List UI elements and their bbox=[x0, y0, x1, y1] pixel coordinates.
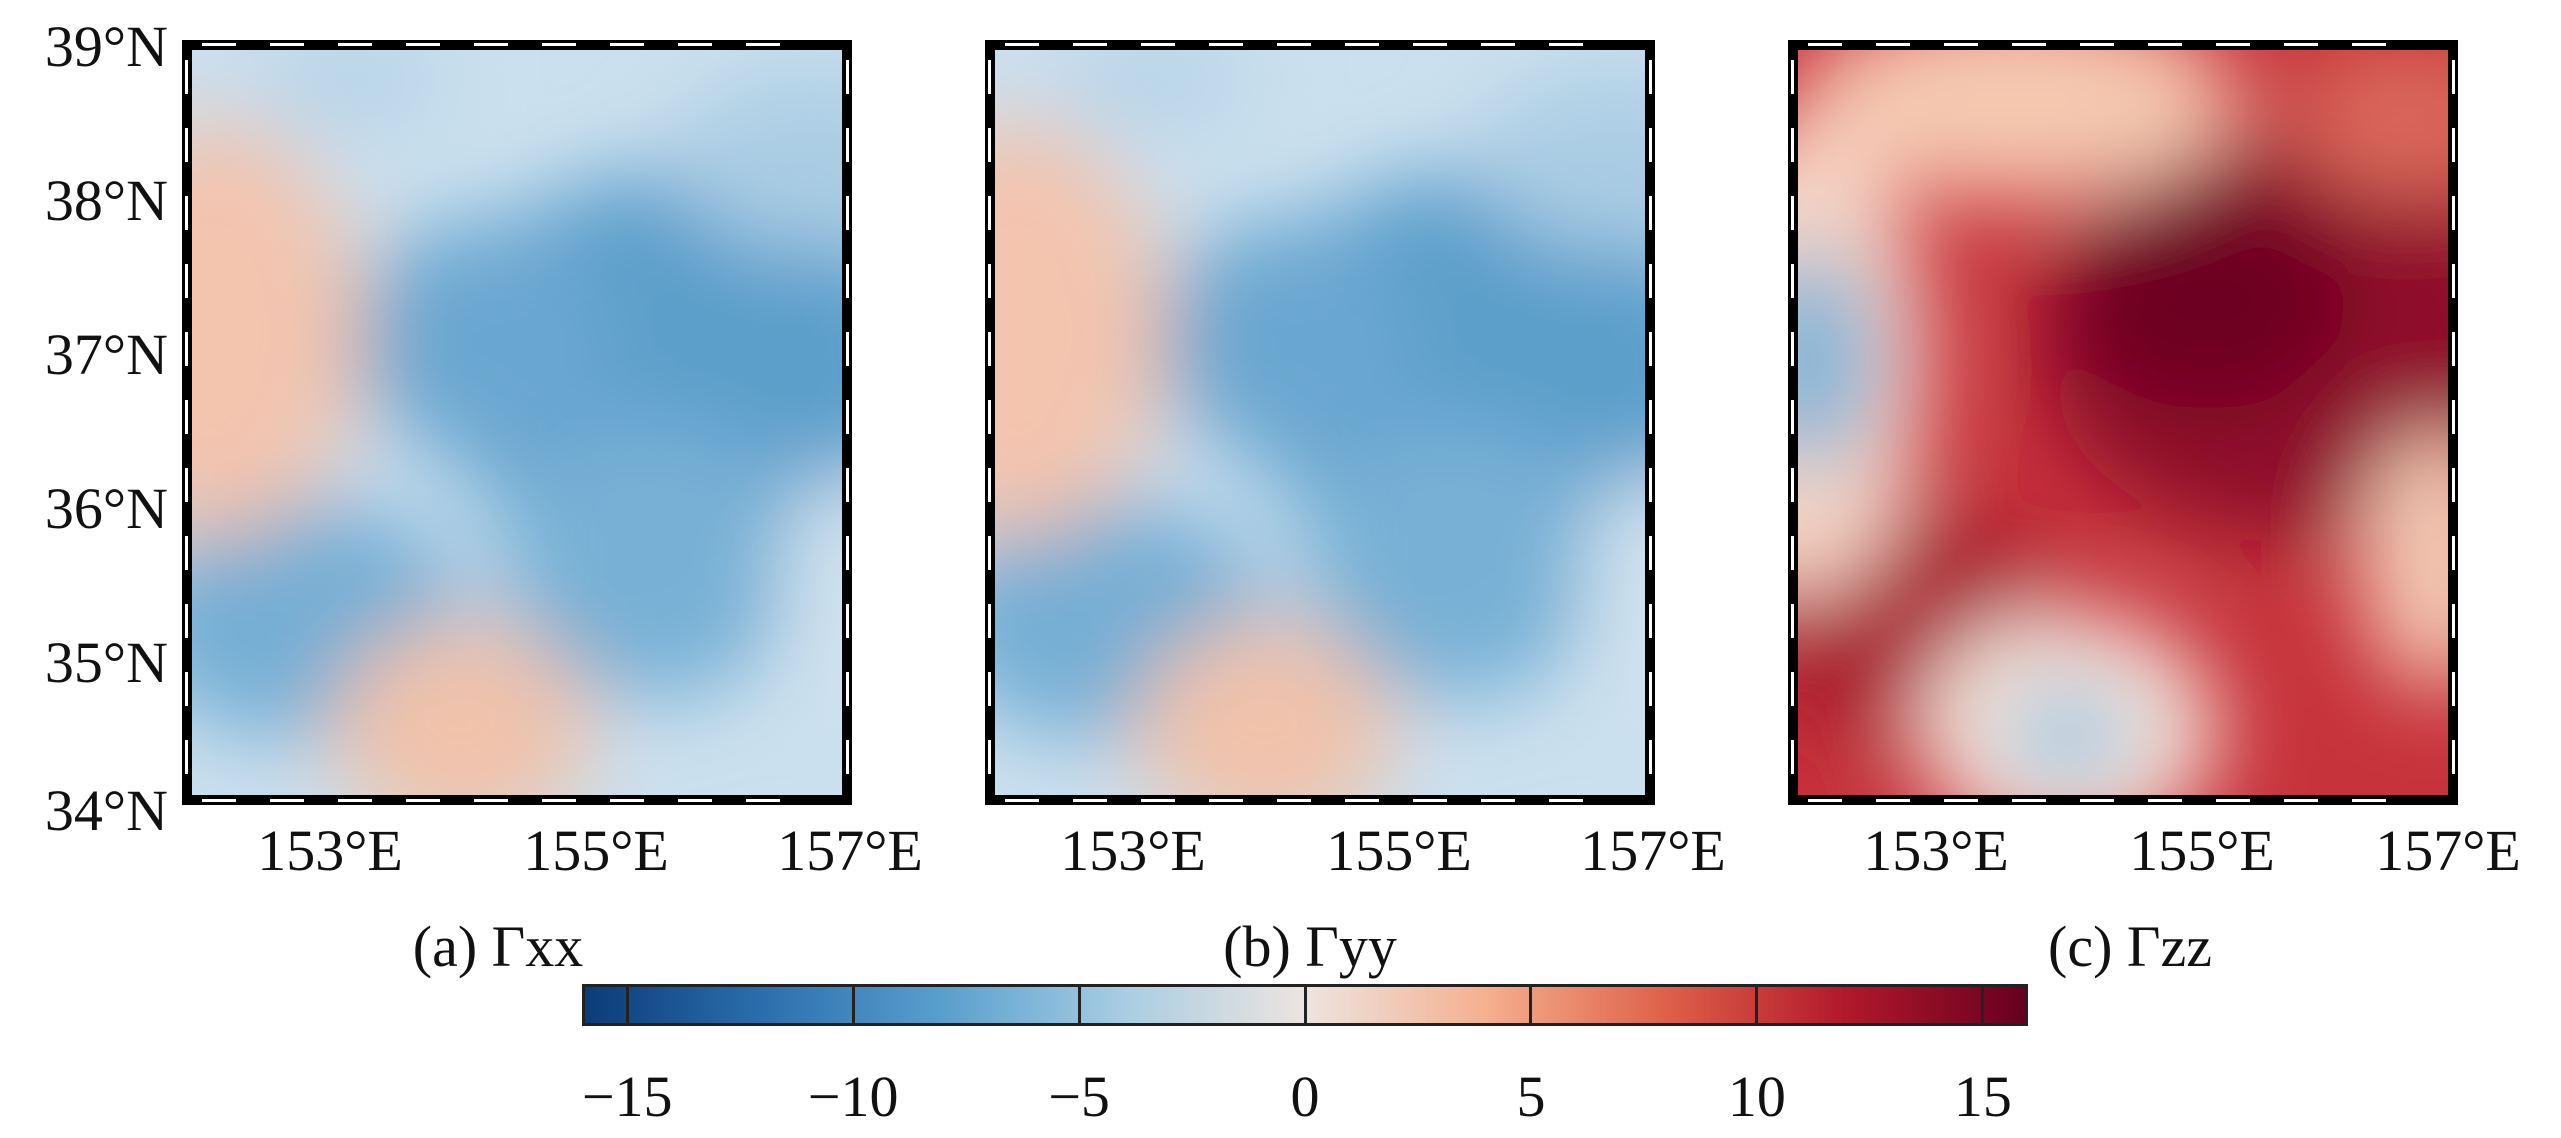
colorbar-tick bbox=[1529, 984, 1533, 1026]
x-tick-label: 155°E bbox=[2129, 818, 2275, 883]
y-tick-label: 38°N bbox=[44, 168, 168, 233]
colorbar-tick bbox=[1077, 984, 1081, 1026]
colorbar-tick-label: −5 bbox=[1048, 1064, 1110, 1129]
panel-gamma-yy bbox=[985, 40, 1655, 805]
y-tick-label: 35°N bbox=[44, 630, 168, 695]
y-tick-label: 37°N bbox=[44, 322, 168, 387]
colorbar-tick bbox=[1755, 984, 1759, 1026]
panel-caption-c: (c) Γzz bbox=[2048, 914, 2212, 979]
colorbar-tick-label: −15 bbox=[581, 1064, 673, 1129]
panel-gamma-zz bbox=[1788, 40, 2458, 805]
x-tick-label: 157°E bbox=[1580, 818, 1726, 883]
x-tick-label: 155°E bbox=[523, 818, 669, 883]
x-tick-label: 157°E bbox=[777, 818, 923, 883]
y-tick-label: 34°N bbox=[44, 778, 168, 843]
colorbar-tick-label: 10 bbox=[1727, 1064, 1786, 1129]
colorbar-tick-label: 0 bbox=[1290, 1064, 1320, 1129]
x-tick-label: 153°E bbox=[1060, 818, 1206, 883]
colorbar-tick bbox=[1303, 984, 1307, 1026]
colorbar-tick bbox=[625, 984, 629, 1026]
gamma-zz-map bbox=[1788, 40, 2458, 805]
x-tick-label: 153°E bbox=[1863, 818, 2009, 883]
x-tick-label: 153°E bbox=[257, 818, 403, 883]
colorbar-tick bbox=[851, 984, 855, 1026]
colorbar-tick bbox=[1981, 984, 1985, 1026]
gamma-yy-map bbox=[985, 40, 1655, 805]
colorbar-tick-label: −10 bbox=[807, 1064, 899, 1129]
y-tick-label: 36°N bbox=[44, 476, 168, 541]
y-tick-label: 39°N bbox=[44, 14, 168, 79]
panel-caption-b: (b) Γyy bbox=[1223, 914, 1397, 979]
x-tick-label: 155°E bbox=[1326, 818, 1472, 883]
colorbar-tick-label: 15 bbox=[1953, 1064, 2012, 1129]
gamma-xx-map bbox=[182, 40, 852, 805]
panel-gamma-xx bbox=[182, 40, 852, 805]
colorbar-tick-label: 5 bbox=[1516, 1064, 1546, 1129]
panel-caption-a: (a) Γxx bbox=[412, 914, 584, 979]
x-tick-label: 157°E bbox=[2375, 818, 2521, 883]
